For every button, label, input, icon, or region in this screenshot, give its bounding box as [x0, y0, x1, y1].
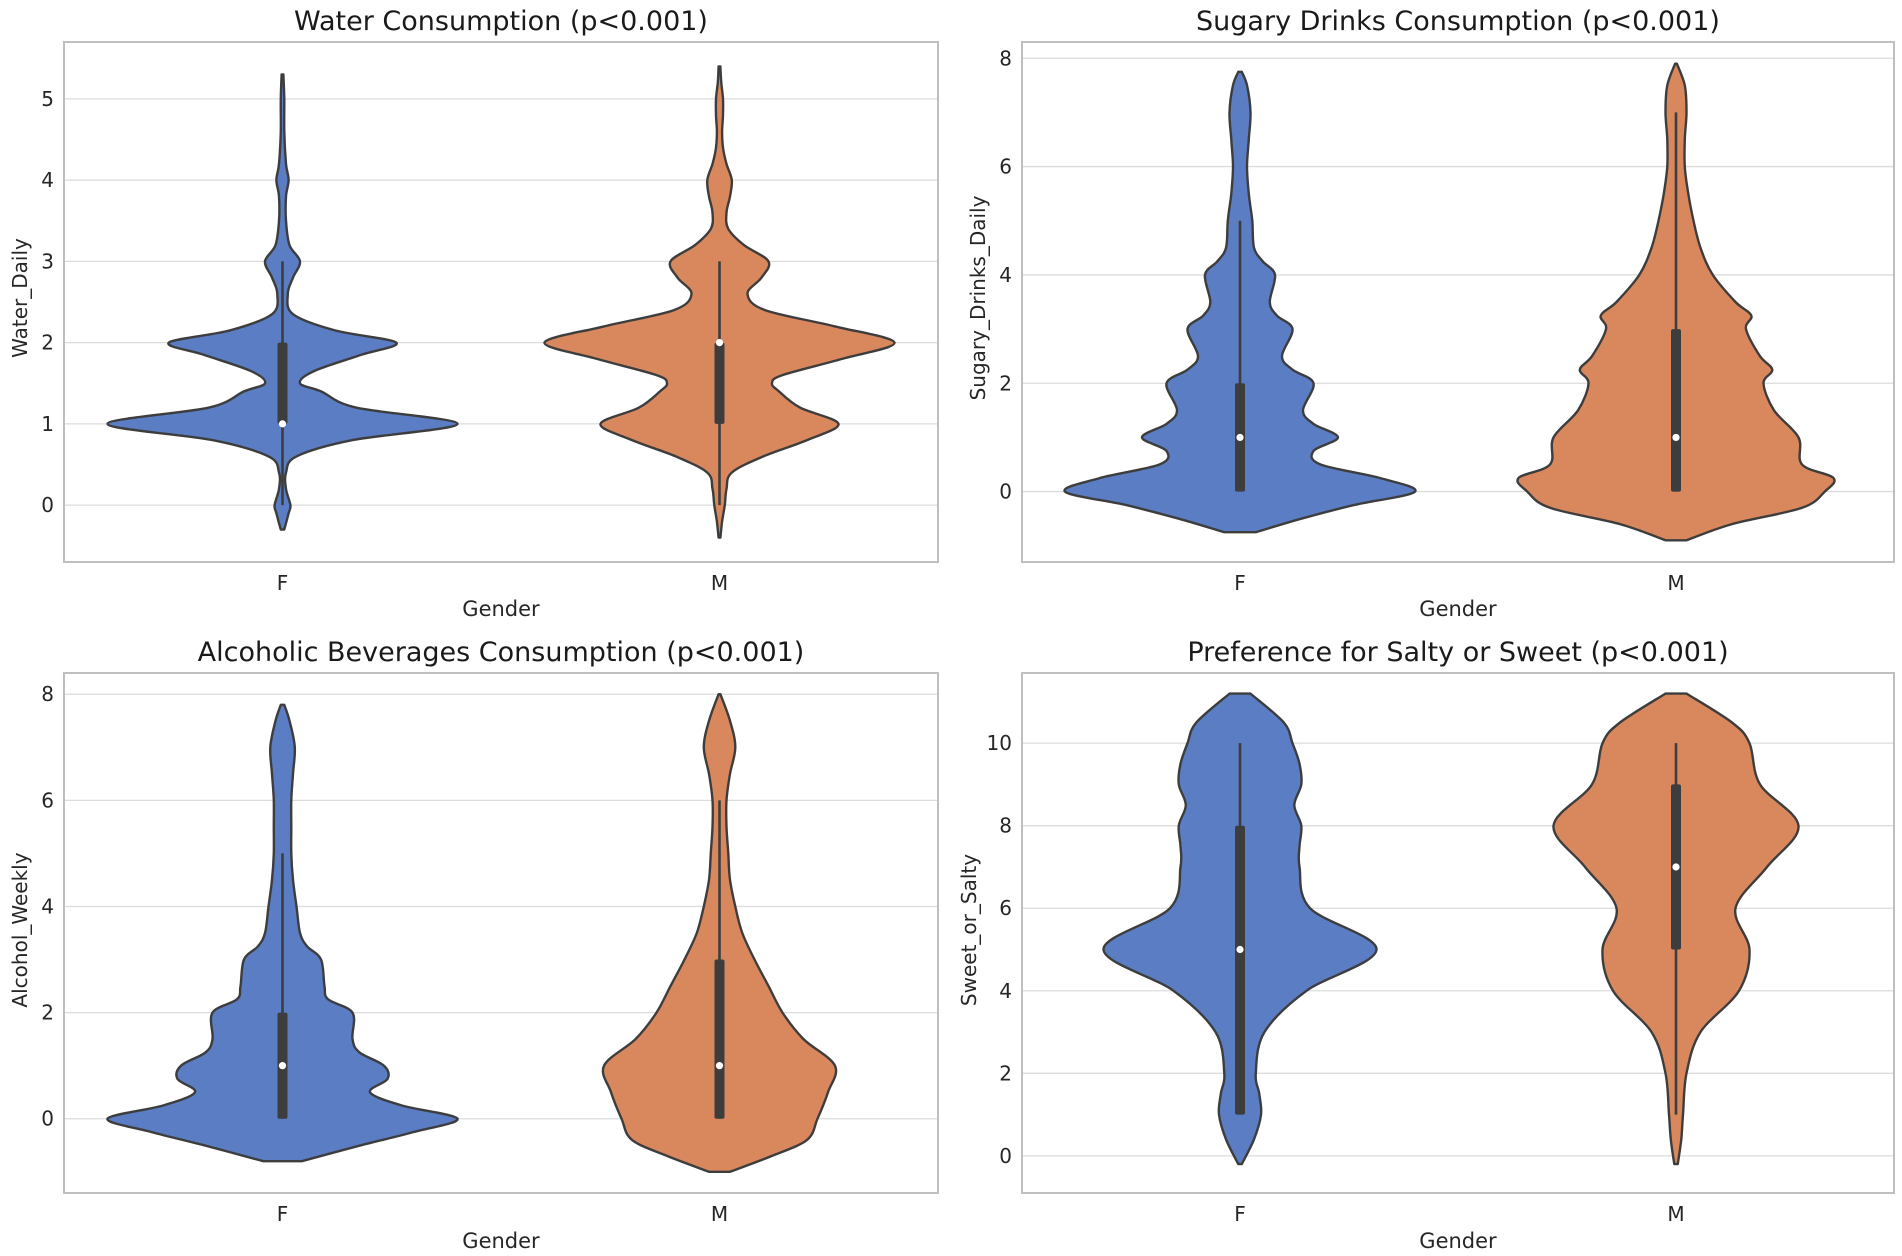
y-tick-label: 2	[999, 371, 1012, 395]
x-axis-label: Gender	[1419, 1229, 1497, 1253]
y-tick-label: 8	[999, 814, 1012, 838]
y-tick-label: 2	[41, 331, 54, 355]
panel-water: Water Consumption (p<0.001) 0 1 2 3 4 5 F M Gen…	[8, 6, 939, 621]
panel-sweet-salty: Preference for Salty or Sweet (p<0.001) …	[957, 637, 1895, 1253]
y-axis-label: Water_Daily	[8, 238, 32, 358]
y-tick-label: 0	[999, 1144, 1012, 1168]
violin-median-marker	[1236, 945, 1244, 954]
y-tick-label: 1	[41, 412, 54, 436]
x-tick-label: F	[277, 571, 289, 595]
chart-title: Preference for Salty or Sweet (p<0.001)	[1187, 637, 1728, 668]
violin-median-marker	[715, 1062, 724, 1070]
violin-iqr-box	[277, 342, 288, 424]
y-tick-label: 4	[41, 894, 54, 918]
violin-iqr-box	[714, 959, 725, 1119]
y-axis-label: Sugary_Drinks_Daily	[966, 195, 990, 400]
y-tick-label: 0	[999, 480, 1012, 504]
y-tick-label: 4	[41, 168, 54, 192]
violin-iqr-box	[1671, 329, 1681, 492]
x-axis-label: Gender	[462, 1229, 540, 1253]
x-tick-label: M	[1667, 1202, 1684, 1226]
x-tick-label: M	[711, 1202, 728, 1226]
violin-median-marker	[278, 1062, 287, 1070]
axes-frame	[63, 41, 939, 563]
violin-median-marker	[715, 339, 724, 347]
violin-iqr-box	[714, 342, 725, 424]
violin-median-marker	[1236, 433, 1244, 442]
y-tick-label: 8	[41, 682, 54, 706]
x-axis-label: Gender	[462, 597, 540, 621]
panel-sugary-drinks: Sugary Drinks Consumption (p<0.001) 0 2 4 6…	[966, 6, 1895, 621]
x-tick-label: M	[1667, 571, 1684, 595]
y-tick-label: 6	[999, 155, 1012, 179]
panel-alcohol: Alcoholic Beverages Consumption (p<0.001…	[8, 637, 939, 1253]
x-axis-label: Gender	[1419, 597, 1497, 621]
y-tick-label: 5	[41, 87, 54, 111]
y-tick-label: 4	[999, 263, 1012, 287]
x-tick-label: F	[1234, 1202, 1246, 1226]
violin-median-marker	[278, 420, 287, 428]
chart-title: Alcoholic Beverages Consumption (p<0.001…	[198, 637, 805, 668]
axes-frame	[1021, 672, 1895, 1194]
y-tick-label: 6	[41, 788, 54, 812]
y-axis-label: Alcohol_Weekly	[8, 852, 32, 1007]
x-tick-label: F	[277, 1202, 289, 1226]
y-tick-label: 8	[999, 46, 1012, 70]
violin-median-marker	[1672, 433, 1680, 442]
chart-title: Water Consumption (p<0.001)	[294, 6, 708, 37]
y-tick-label: 10	[987, 731, 1012, 755]
y-tick-label: 0	[41, 493, 54, 517]
axes-frame	[1021, 41, 1895, 563]
axes-frame	[63, 672, 939, 1194]
violin-iqr-box	[1235, 825, 1245, 1115]
y-tick-label: 2	[999, 1061, 1012, 1085]
chart-title: Sugary Drinks Consumption (p<0.001)	[1196, 6, 1720, 37]
y-tick-label: 0	[41, 1107, 54, 1131]
violin-median-marker	[1672, 863, 1680, 871]
y-tick-label: 2	[41, 1001, 54, 1025]
x-tick-label: F	[1234, 571, 1246, 595]
plot-area	[64, 42, 938, 562]
y-tick-label: 6	[999, 896, 1012, 920]
y-axis-label: Sweet_or_Salty	[957, 854, 981, 1006]
y-tick-label: 3	[41, 249, 54, 273]
x-tick-label: M	[711, 571, 728, 595]
y-tick-label: 4	[999, 979, 1012, 1003]
